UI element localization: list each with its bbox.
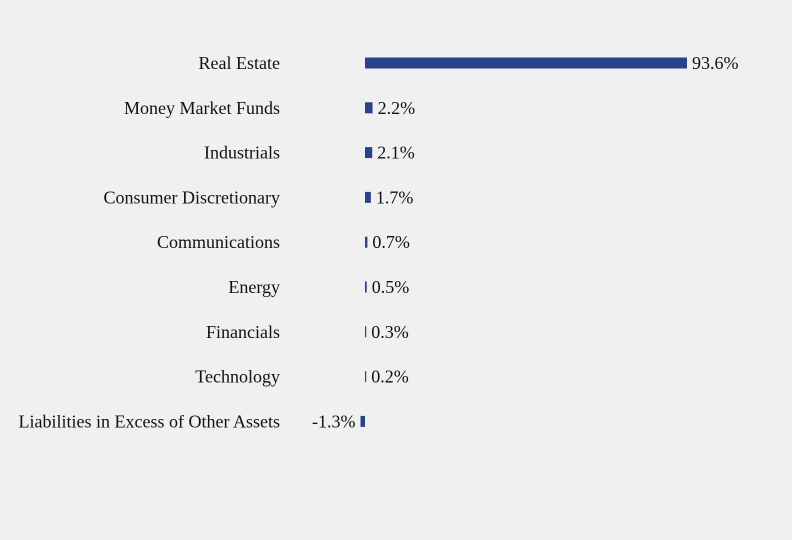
bar-liabilities-in-excess-of-other-assets (360, 415, 365, 427)
bar-real-estate (365, 57, 687, 69)
bar-consumer-discretionary (365, 191, 371, 203)
bar-communications (365, 236, 368, 248)
value-label-industrials: 2.1% (377, 143, 415, 163)
value-label-technology: 0.2% (371, 367, 409, 387)
category-label-communications: Communications (157, 232, 280, 252)
value-label-liabilities-in-excess-of-other-assets: -1.3% (312, 411, 356, 431)
bar-industrials (365, 147, 373, 159)
category-label-real-estate: Real Estate (199, 53, 280, 73)
bar-technology (365, 371, 367, 383)
category-label-technology: Technology (195, 367, 280, 387)
value-label-communications: 0.7% (372, 232, 410, 252)
value-label-financials: 0.3% (371, 322, 409, 342)
bar-money-market-funds (365, 102, 373, 114)
category-label-industrials: Industrials (204, 143, 280, 163)
value-label-real-estate: 93.6% (692, 53, 739, 73)
value-label-money-market-funds: 2.2% (378, 98, 416, 118)
category-label-liabilities-in-excess-of-other-assets: Liabilities in Excess of Other Assets (19, 411, 280, 431)
category-label-financials: Financials (206, 322, 280, 342)
value-label-consumer-discretionary: 1.7% (376, 187, 414, 207)
category-label-consumer-discretionary: Consumer Discretionary (104, 187, 280, 207)
bar-energy (365, 281, 367, 293)
category-label-money-market-funds: Money Market Funds (124, 98, 280, 118)
bar-financials (365, 326, 367, 338)
value-label-energy: 0.5% (372, 277, 410, 297)
category-label-energy: Energy (228, 277, 280, 297)
